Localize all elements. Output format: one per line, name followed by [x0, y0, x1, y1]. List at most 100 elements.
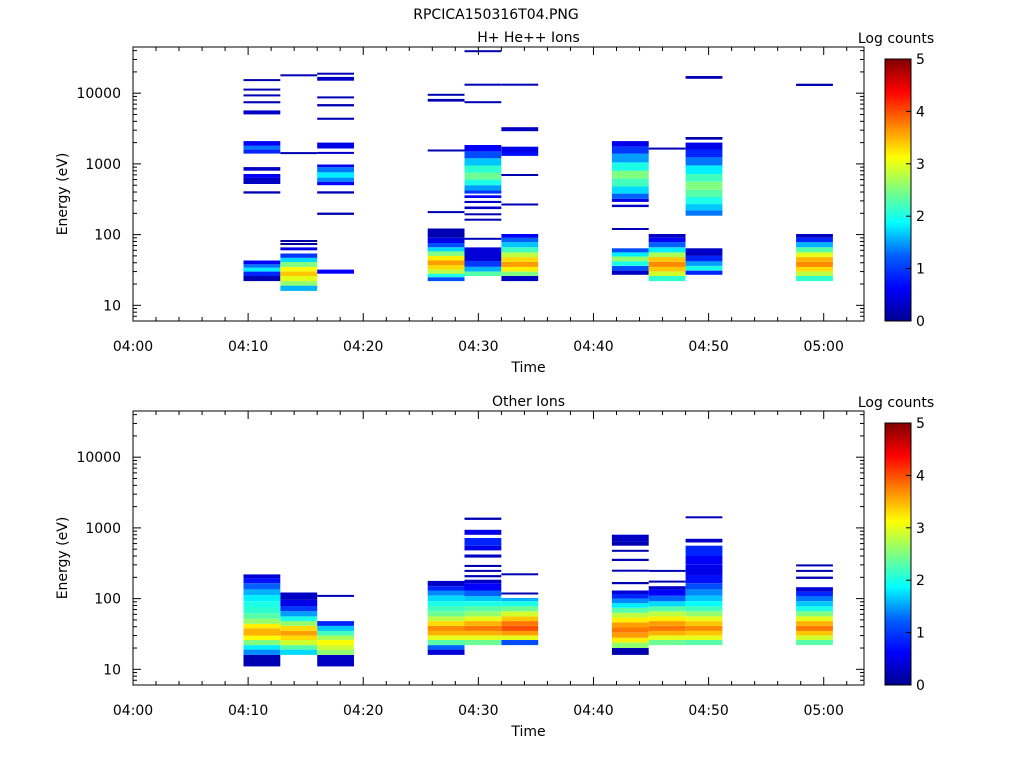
- colorbar-tick-label: 4: [916, 468, 925, 484]
- heatmap-cell: [464, 621, 502, 626]
- heatmap-cell: [317, 181, 354, 186]
- heatmap-cell: [685, 545, 723, 556]
- heatmap-cell: [648, 595, 686, 602]
- heatmap-cell: [611, 549, 649, 552]
- heatmap-cell: [611, 228, 649, 230]
- heatmap-cell: [280, 276, 318, 282]
- heatmap-cell: [648, 257, 686, 262]
- heatmap-cell: [796, 606, 833, 612]
- colorbar-scale: [884, 58, 912, 322]
- heatmap-cell: [648, 266, 686, 272]
- heatmap-cell: [796, 630, 833, 636]
- y-tick-label: 1000: [85, 521, 121, 537]
- heatmap-cell: [796, 596, 833, 602]
- heatmap-cell: [501, 621, 539, 626]
- heatmap-cell: [611, 170, 649, 179]
- heatmap-cell: [243, 174, 281, 178]
- colorbar-scale: [884, 422, 912, 686]
- heatmap-cell: [464, 195, 502, 198]
- heatmap-cell: [501, 237, 539, 243]
- heatmap-cell: [317, 654, 354, 667]
- heatmap-cell: [796, 83, 833, 86]
- heatmap-cell: [796, 569, 833, 572]
- heatmap-cell: [611, 603, 649, 608]
- heatmap-cell: [648, 237, 686, 243]
- heatmap-cell: [611, 637, 649, 643]
- heatmap-cell: [685, 606, 723, 612]
- heatmap-cell: [464, 266, 502, 272]
- colorbar-tick-label: 3: [916, 157, 925, 173]
- heatmap-cell: [280, 262, 318, 267]
- colorbar-tick-label: 3: [916, 521, 925, 537]
- heatmap-cell: [685, 76, 723, 79]
- heatmap-cell: [611, 534, 649, 542]
- heatmap-cell: [317, 142, 354, 149]
- heatmap-cell: [317, 212, 354, 215]
- heatmap-cell: [685, 266, 723, 271]
- heatmap-cell: [685, 261, 723, 266]
- heatmap-cell: [501, 252, 539, 258]
- y-tick-label: 100: [94, 592, 121, 608]
- y-tick-label: 10000: [76, 86, 121, 102]
- colorbar: Log counts 0 1 2 3 4 5: [858, 31, 934, 330]
- heatmap-cell: [280, 285, 318, 291]
- heatmap-cell: [685, 640, 723, 646]
- heatmap-cell: [317, 640, 354, 646]
- heatmap-cell: [611, 186, 649, 194]
- heatmap-cell: [280, 640, 318, 646]
- heatmap-cell: [796, 601, 833, 607]
- heatmap-cell: [243, 141, 281, 146]
- heatmap-cell: [243, 260, 281, 265]
- heatmap-cell: [243, 267, 281, 272]
- y-tick-label: 1000: [85, 157, 121, 173]
- x-tick-label: 04:50: [688, 339, 728, 355]
- heatmap-cell: [648, 601, 686, 607]
- heatmap-cell: [685, 174, 723, 182]
- heatmap-cell: [317, 191, 354, 194]
- heatmap-cell: [501, 276, 539, 282]
- heatmap-cell: [611, 162, 649, 171]
- heatmap-cell: [648, 626, 686, 631]
- heatmap-cell: [464, 545, 502, 551]
- heatmap-cell: [427, 251, 465, 256]
- heatmap-cell: [685, 255, 723, 262]
- heatmap-cell: [648, 621, 686, 626]
- heatmap-cell: [427, 277, 465, 282]
- heatmap-cell: [243, 271, 281, 276]
- heatmap-cell: [611, 252, 649, 257]
- x-tick-label: 05:00: [804, 703, 844, 719]
- heatmap-cell: [243, 635, 281, 640]
- heatmap-cell: [648, 580, 686, 583]
- heatmap-cell: [685, 589, 723, 596]
- heatmap-cell: [464, 158, 502, 166]
- heatmap-cell: [243, 589, 281, 596]
- heatmap-cell: [280, 616, 318, 622]
- heatmap-cell: [427, 211, 465, 214]
- heatmap-cell: [243, 654, 281, 667]
- heatmap-cell: [685, 142, 723, 150]
- heatmap-cell: [243, 264, 281, 268]
- heatmap-cell: [427, 595, 465, 602]
- heatmap-cell: [648, 630, 686, 636]
- heatmap-cell: [243, 276, 281, 282]
- heatmap-cell: [501, 247, 539, 253]
- x-tick-label: 04:00: [113, 339, 153, 355]
- heatmap-cell: [280, 152, 318, 155]
- heatmap-cell: [796, 616, 833, 622]
- heatmap-cell: [243, 578, 281, 584]
- heatmap-cell: [685, 181, 723, 190]
- panel-title: Other Ions: [492, 394, 565, 410]
- heatmap-cell: [648, 569, 686, 572]
- heatmap-cell: [685, 149, 723, 158]
- colorbar-tick-label: 5: [916, 52, 925, 68]
- heatmap-cell: [280, 247, 318, 251]
- heatmap-cell: [501, 271, 539, 276]
- heatmap-cell: [685, 157, 723, 166]
- heatmap-cell: [427, 255, 465, 261]
- heatmap-cell: [611, 622, 649, 628]
- heatmap-cell: [685, 556, 723, 565]
- heatmap-cell: [464, 213, 502, 216]
- heatmap-cell: [317, 635, 354, 640]
- heatmap-cell: [648, 616, 686, 622]
- heatmap-cell: [611, 153, 649, 163]
